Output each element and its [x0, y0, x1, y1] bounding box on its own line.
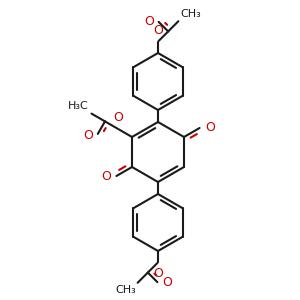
Text: O: O — [144, 15, 154, 28]
Text: H₃C: H₃C — [68, 100, 89, 111]
Text: CH₃: CH₃ — [180, 9, 201, 19]
Text: CH₃: CH₃ — [115, 285, 136, 295]
Text: O: O — [153, 24, 163, 37]
Text: O: O — [162, 276, 172, 289]
Text: O: O — [114, 111, 123, 124]
Text: O: O — [153, 267, 163, 280]
Text: O: O — [205, 121, 215, 134]
Text: O: O — [83, 129, 93, 142]
Text: O: O — [101, 170, 111, 183]
